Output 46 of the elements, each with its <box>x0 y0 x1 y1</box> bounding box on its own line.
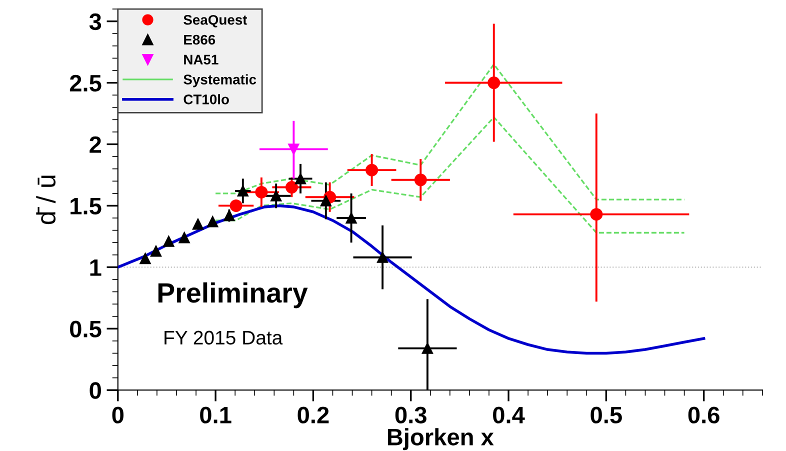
point <box>237 185 248 197</box>
legend-label: E866 <box>184 34 216 45</box>
annotation: Preliminary <box>158 282 308 308</box>
y-tick-label: 1.5 <box>70 198 102 214</box>
legend-label: NA51 <box>184 54 218 65</box>
x-tick-label: 0.6 <box>688 406 720 424</box>
point <box>163 236 174 247</box>
point <box>192 218 204 230</box>
point <box>590 208 603 221</box>
point <box>140 253 151 264</box>
x-tick-label: 0.2 <box>298 406 329 424</box>
y-axis-title: d̄ / ū <box>36 176 56 224</box>
point <box>255 186 268 198</box>
point <box>422 342 434 354</box>
x-tick-label: 0.4 <box>493 406 525 424</box>
point <box>270 190 282 202</box>
x-tick-label: 0 <box>112 406 124 424</box>
y-tick-label: 0.5 <box>70 320 102 338</box>
point <box>294 173 306 184</box>
point <box>230 199 242 212</box>
point <box>285 181 298 194</box>
y-tick-label: 3 <box>89 13 102 30</box>
y-tick-label: 2 <box>90 136 101 153</box>
legend-label: SeaQuest <box>184 14 248 28</box>
point <box>414 174 427 186</box>
y-tick-label: 2.5 <box>70 74 102 92</box>
point <box>376 252 388 263</box>
point <box>346 212 357 224</box>
point <box>207 216 218 228</box>
x-tick-label: 0.3 <box>395 406 426 424</box>
point <box>150 246 162 257</box>
y-tick-label: 0 <box>90 382 101 399</box>
x-tick-label: 0.5 <box>590 406 622 424</box>
y-tick-label: 1 <box>90 259 102 276</box>
legend-label: Systematic <box>184 74 256 88</box>
x-axis-title: Bjorken x <box>388 428 494 450</box>
point <box>488 76 500 90</box>
point <box>320 195 332 206</box>
point <box>224 210 235 222</box>
point <box>366 164 378 176</box>
point <box>178 232 190 244</box>
line-series <box>118 204 706 355</box>
annotation: FY 2015 Data <box>164 330 283 345</box>
legend-label: CT10lo <box>184 94 229 104</box>
x-tick-label: 0.1 <box>200 406 232 424</box>
point <box>288 144 300 155</box>
